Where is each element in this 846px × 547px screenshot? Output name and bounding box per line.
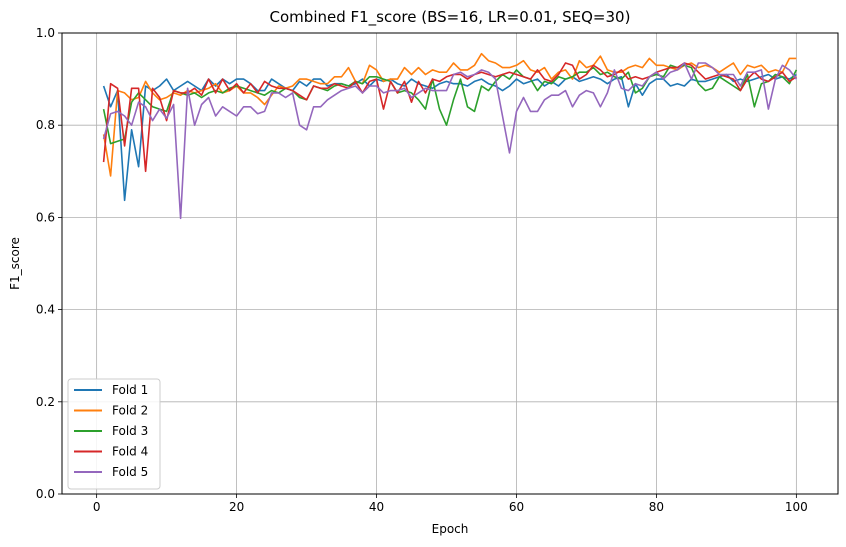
x-tick-label: 80 [649, 500, 664, 514]
x-axis-label: Epoch [432, 522, 469, 536]
y-tick-label: 0.4 [36, 303, 55, 317]
legend-label: Fold 3 [112, 424, 148, 438]
x-tick-label: 40 [369, 500, 384, 514]
series-lines [102, 52, 798, 220]
y-axis-label: F1_score [8, 237, 22, 290]
legend-label: Fold 5 [112, 465, 148, 479]
plot-frame [61, 32, 839, 495]
axis-ticks: 0 20 40 60 80 100 0.0 0.2 0.4 0.6 0.8 1.0 [36, 26, 808, 514]
legend-label: Fold 1 [112, 383, 148, 397]
y-tick-label: 0.0 [36, 487, 55, 501]
series-line-fold-5 [102, 62, 798, 220]
legend-box [67, 378, 161, 490]
y-tick-label: 0.8 [36, 118, 55, 132]
y-tick-label: 0.6 [36, 210, 55, 224]
series-line-fold-4 [102, 62, 797, 173]
x-tick-label: 60 [509, 500, 524, 514]
y-tick-label: 0.2 [36, 395, 55, 409]
plot-area [62, 33, 838, 494]
legend: Fold 1 Fold 2 Fold 3 Fold 4 Fold 5 [67, 378, 161, 490]
x-tick-label: 0 [93, 500, 101, 514]
legend-label: Fold 4 [112, 445, 148, 459]
y-tick-label: 1.0 [36, 26, 55, 40]
series-line-fold-2 [102, 52, 797, 177]
chart-title: Combined F1_score (BS=16, LR=0.01, SEQ=3… [270, 8, 631, 27]
x-tick-label: 20 [229, 500, 244, 514]
legend-label: Fold 2 [112, 404, 148, 418]
x-tick-label: 100 [785, 500, 808, 514]
